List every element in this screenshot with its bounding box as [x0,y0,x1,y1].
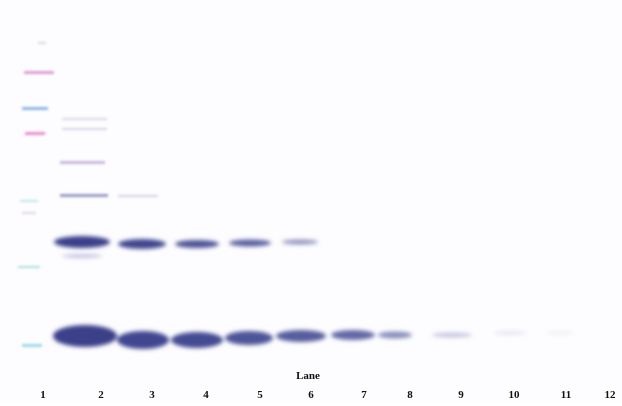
lane-label: 1 [40,389,46,401]
lane-label: 9 [458,389,464,401]
lane-labels: 1 2 3 4 5 6 7 8 9 10 11 12 [40,389,616,401]
axis-label: Lane [296,370,320,382]
lane-label: 3 [149,389,155,401]
lower-bands [53,325,574,349]
ladder [18,42,54,347]
faint-bands [60,118,158,197]
middle-bands [54,236,318,258]
lane-label: 8 [407,389,413,401]
lane-label: 7 [361,389,367,401]
lane-label: 2 [98,389,104,401]
lane-label: 12 [605,389,617,401]
lane-label: 6 [308,389,314,401]
lane-label: 5 [257,389,263,401]
lane-label: 10 [509,389,521,401]
lane-label: 11 [561,389,571,401]
lane-label: 4 [203,389,209,401]
